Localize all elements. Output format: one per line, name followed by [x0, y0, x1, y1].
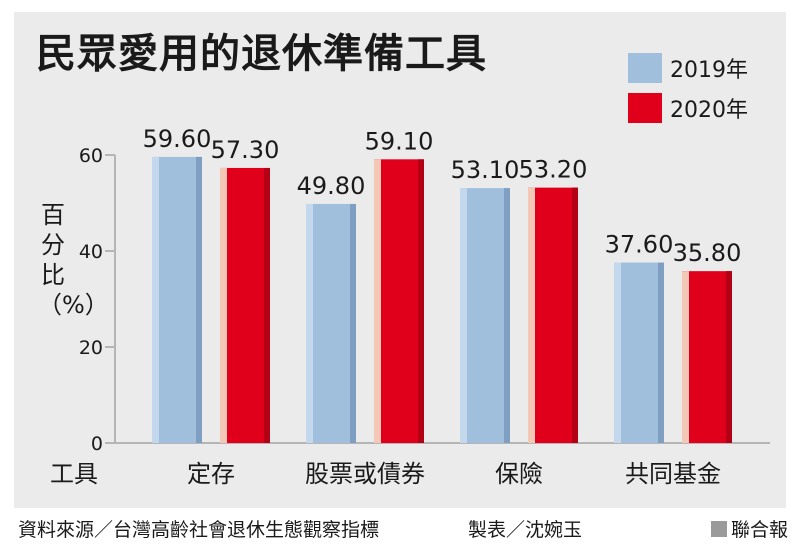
bar-shade	[658, 262, 664, 443]
bar-shade	[726, 271, 732, 443]
bar-value-label: 49.80	[297, 172, 366, 200]
bar-highlight	[306, 203, 313, 443]
bar-2019-0	[152, 156, 202, 444]
bar-shade	[504, 188, 510, 443]
footer-brand: 聯合報	[710, 515, 788, 542]
bar-2019-2	[460, 188, 510, 443]
bar-2019-3	[614, 262, 664, 443]
bar-shade	[196, 156, 202, 444]
bar-value-label: 53.20	[519, 156, 588, 184]
bar-body	[460, 188, 510, 443]
category-labels: 定存 股票或債券 保險 共同基金	[187, 460, 721, 488]
footer-credit: 製表／沈婉玉	[468, 519, 583, 541]
bar-shade	[572, 187, 578, 443]
bar-value-label: 37.60	[605, 231, 674, 259]
brand-name: 聯合報	[730, 519, 788, 541]
bar-2020-0	[220, 167, 270, 443]
footer-source: 資料來源／台灣高齡社會退休生態觀察指標	[18, 519, 380, 541]
bar-highlight	[220, 167, 227, 443]
bar-shade	[350, 203, 356, 443]
bar-2020-1	[374, 159, 424, 443]
y-tick-label: 0	[91, 433, 103, 455]
bar-shade	[264, 167, 270, 443]
bar-value-label: 35.80	[673, 239, 742, 267]
bar-value-label: 57.30	[211, 136, 280, 164]
bar-highlight	[152, 156, 159, 444]
bar-value-label: 59.60	[143, 125, 212, 153]
bar-body	[682, 271, 732, 443]
legend-item-2020: 2020年	[628, 92, 748, 124]
brand-square-icon	[710, 520, 727, 537]
bar-value-label: 53.10	[451, 156, 520, 184]
category-label-3: 共同基金	[625, 460, 721, 488]
axes	[114, 155, 770, 444]
legend-swatch-2019	[628, 53, 662, 83]
x-axis-label: 工具	[50, 460, 98, 488]
bar-shade	[418, 159, 424, 443]
bar-body	[220, 167, 270, 443]
bar-body	[306, 203, 356, 443]
bar-body	[374, 159, 424, 443]
bar-highlight	[460, 188, 467, 443]
bar-body	[152, 156, 202, 444]
legend-label-2020: 2020年	[670, 98, 748, 123]
y-tick-label: 60	[79, 145, 103, 167]
bar-2020-2	[528, 187, 578, 443]
bar-value-label: 59.10	[365, 127, 434, 155]
category-label-1: 股票或債券	[305, 460, 425, 488]
y-tick-label: 40	[79, 241, 103, 263]
category-label-0: 定存	[187, 460, 235, 488]
bar-highlight	[614, 262, 621, 443]
bar-highlight	[682, 271, 689, 443]
legend-label-2019: 2019年	[670, 58, 748, 83]
bar-2020-3	[682, 271, 732, 443]
legend-item-2019: 2019年	[628, 52, 748, 84]
chart-title: 民眾愛用的退休準備工具	[36, 31, 487, 77]
y-ticks: 0 20 40 60	[79, 145, 115, 455]
bars: 59.60 57.30 49.80 59.10 53.10 53.20 37.60 35.80	[143, 125, 742, 444]
bar-highlight	[528, 187, 535, 443]
bar-2019-1	[306, 203, 356, 443]
bar-highlight	[374, 159, 381, 443]
legend-swatch-2020	[628, 93, 662, 123]
bar-body	[528, 187, 578, 443]
category-label-2: 保險	[495, 460, 543, 488]
bar-body	[614, 262, 664, 443]
y-tick-label: 20	[79, 337, 103, 359]
